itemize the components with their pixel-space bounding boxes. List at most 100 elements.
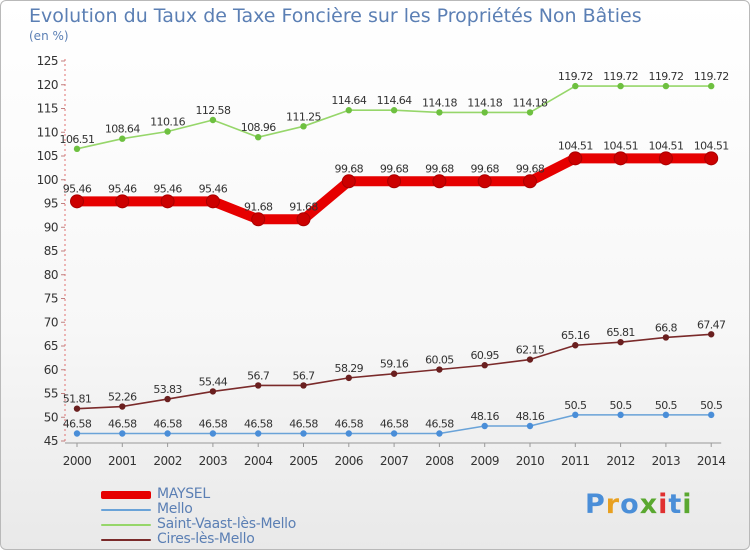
y-tick-label: 90	[44, 220, 58, 234]
data-label-maysel: 99.68	[380, 162, 409, 175]
data-point-cires-les-mello	[617, 338, 624, 346]
data-point-saint-vaast-les-mello	[708, 82, 715, 90]
data-label-mello: 50.5	[700, 399, 723, 412]
data-point-saint-vaast-les-mello	[436, 109, 443, 116]
logo-letter: o	[620, 489, 640, 520]
data-label-saint-vaast-les-mello: 114.18	[467, 96, 502, 109]
data-point-mello	[119, 430, 126, 437]
data-point-saint-vaast-les-mello	[572, 82, 579, 90]
x-tick-label: 2003	[199, 454, 228, 468]
data-point-cires-les-mello	[526, 356, 534, 363]
data-point-maysel	[251, 212, 266, 227]
data-point-mello	[526, 422, 534, 430]
data-point-maysel	[432, 174, 447, 189]
y-tick-label: 70	[44, 315, 58, 329]
data-point-mello	[481, 422, 488, 430]
data-point-maysel	[115, 194, 130, 209]
x-tick-label: 2001	[108, 454, 137, 468]
logo-letter: x	[639, 489, 659, 520]
data-label-maysel: 95.46	[153, 182, 182, 195]
data-label-mello: 46.58	[153, 417, 182, 430]
data-point-cires-les-mello	[73, 405, 81, 412]
y-tick-label: 95	[44, 197, 58, 211]
data-point-mello	[73, 430, 81, 437]
y-tick-label: 100	[37, 173, 58, 187]
data-label-maysel: 104.51	[694, 139, 729, 152]
y-tick-label: 120	[37, 78, 58, 92]
data-label-saint-vaast-les-mello: 106.51	[60, 133, 95, 146]
chart-title: Evolution du Taux de Taxe Foncière sur l…	[29, 5, 642, 27]
data-point-cires-les-mello	[119, 403, 126, 410]
data-point-saint-vaast-les-mello	[119, 135, 126, 142]
data-point-saint-vaast-les-mello	[662, 82, 670, 90]
data-point-maysel	[296, 212, 311, 227]
data-label-saint-vaast-les-mello: 112.58	[195, 104, 230, 117]
data-point-maysel	[613, 151, 628, 166]
data-label-mello: 46.58	[335, 417, 364, 430]
data-label-saint-vaast-les-mello: 114.18	[422, 96, 457, 109]
data-label-cires-les-mello: 55.44	[199, 375, 228, 388]
logo-letter: i	[682, 489, 693, 520]
data-label-maysel: 99.68	[335, 162, 364, 175]
data-label-cires-les-mello: 51.81	[63, 393, 92, 406]
data-label-mello: 46.58	[289, 417, 318, 430]
x-tick-label: 2000	[63, 454, 92, 468]
data-point-mello	[390, 430, 398, 437]
y-tick-label: 110	[37, 125, 58, 139]
data-point-maysel	[341, 174, 356, 189]
data-point-cires-les-mello	[390, 370, 398, 377]
data-point-maysel	[523, 174, 537, 189]
data-label-cires-les-mello: 59.16	[380, 358, 409, 371]
x-tick-label: 2005	[289, 454, 318, 468]
data-point-cires-les-mello	[255, 382, 262, 389]
data-label-cires-les-mello: 56.7	[247, 369, 270, 382]
legend-swatch	[101, 539, 151, 541]
data-point-mello	[164, 430, 171, 437]
data-label-maysel: 104.51	[648, 139, 683, 152]
data-point-saint-vaast-les-mello	[481, 109, 488, 116]
data-label-maysel: 91.68	[289, 200, 318, 213]
y-tick-label: 60	[44, 363, 58, 377]
data-label-mello: 50.5	[655, 399, 678, 412]
data-label-maysel: 104.51	[603, 139, 638, 152]
y-tick-label: 45	[44, 434, 58, 448]
data-label-saint-vaast-les-mello: 111.25	[286, 110, 321, 123]
data-point-maysel	[568, 151, 583, 166]
data-label-saint-vaast-les-mello: 119.72	[694, 70, 729, 83]
data-point-mello	[345, 430, 352, 437]
data-label-saint-vaast-les-mello: 110.16	[150, 115, 185, 128]
data-point-saint-vaast-les-mello	[526, 109, 534, 116]
data-point-cires-les-mello	[300, 382, 307, 389]
data-label-maysel: 104.51	[558, 139, 593, 152]
data-point-saint-vaast-les-mello	[255, 133, 262, 141]
data-label-cires-les-mello: 65.16	[561, 329, 590, 342]
data-point-mello	[255, 430, 262, 437]
data-point-maysel	[205, 194, 220, 209]
data-label-saint-vaast-les-mello: 108.64	[105, 123, 140, 136]
data-point-cires-les-mello	[345, 374, 352, 382]
data-label-maysel: 95.46	[199, 182, 228, 195]
y-tick-label: 105	[37, 149, 58, 163]
data-point-saint-vaast-les-mello	[209, 116, 217, 124]
data-point-cires-les-mello	[662, 334, 670, 341]
data-label-mello: 46.58	[108, 417, 137, 430]
data-label-cires-les-mello: 62.15	[516, 344, 545, 357]
data-point-maysel	[160, 194, 175, 209]
data-label-mello: 46.58	[63, 417, 92, 430]
data-label-mello: 50.5	[610, 399, 633, 412]
data-point-cires-les-mello	[481, 362, 488, 369]
x-tick-label: 2008	[425, 454, 454, 468]
data-point-mello	[572, 411, 579, 419]
data-label-cires-les-mello: 60.05	[425, 354, 454, 367]
data-point-maysel	[387, 174, 402, 189]
x-tick-label: 2006	[335, 454, 364, 468]
data-label-cires-les-mello: 65.81	[606, 326, 635, 339]
x-tick-label: 2009	[470, 454, 499, 468]
data-label-cires-les-mello: 60.95	[470, 349, 499, 362]
data-label-saint-vaast-les-mello: 119.72	[648, 70, 683, 83]
legend-label: MAYSEL	[157, 486, 210, 502]
data-point-saint-vaast-les-mello	[164, 128, 171, 135]
legend-swatch	[101, 491, 151, 499]
data-label-mello: 46.58	[380, 417, 409, 430]
